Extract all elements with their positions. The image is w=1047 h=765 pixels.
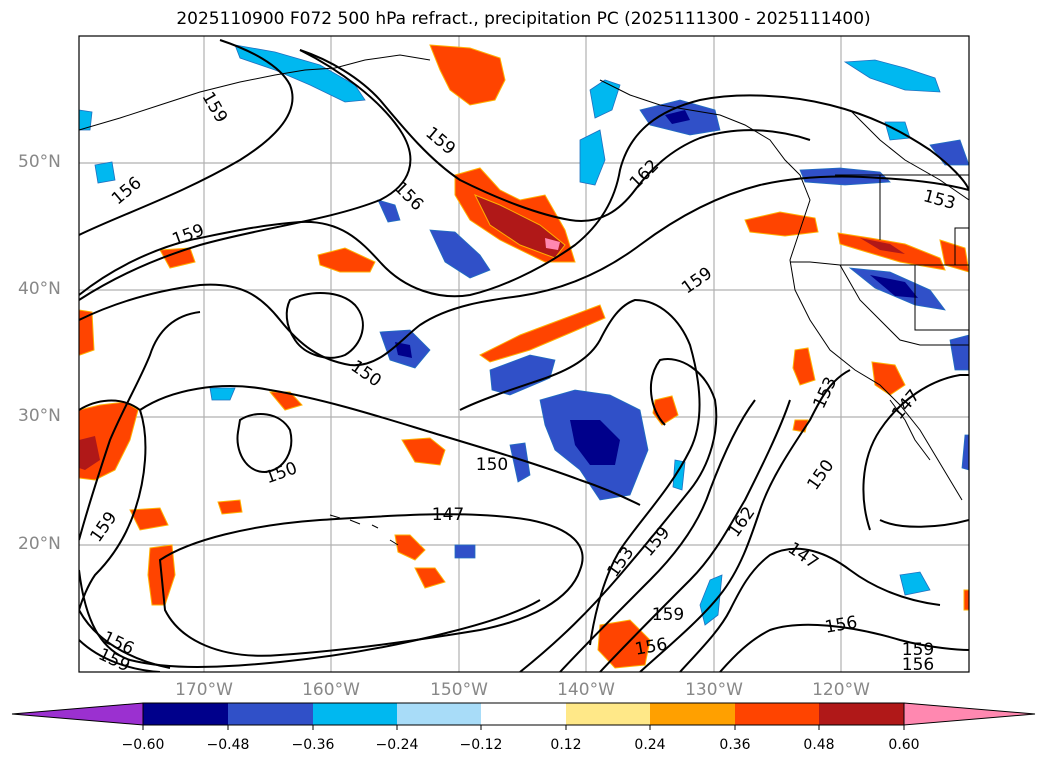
precip-negative-patches — [79, 44, 969, 626]
colorbar-extend-min — [11, 702, 144, 726]
colorbar-tick-label: 0.60 — [888, 737, 920, 753]
colorbar-tick-label: −0.48 — [206, 737, 250, 753]
colorbar-swatch — [566, 703, 650, 725]
gridlines — [79, 36, 969, 672]
colorbar-swatch — [819, 703, 904, 725]
contour-label: 156 — [902, 655, 934, 675]
colorbar-tick-label: −0.60 — [121, 737, 165, 753]
lat-label: 50°N — [18, 152, 61, 172]
plot-frame — [78, 35, 970, 673]
refractivity-contours — [79, 39, 969, 672]
map-title: 2025110900 F072 500 hPa refract., precip… — [176, 9, 871, 29]
lat-label: 30°N — [18, 406, 61, 426]
colorbar-swatch — [650, 703, 735, 725]
colorbar-tick-label: 0.12 — [550, 737, 582, 753]
colorbar-tick-label: 0.48 — [803, 737, 835, 753]
colorbar-swatch — [313, 703, 397, 725]
colorbar-tick-label: −0.12 — [459, 737, 503, 753]
lon-label: 120°W — [812, 680, 870, 700]
contour-label: 159 — [902, 640, 934, 660]
colorbar-tick-label: 0.24 — [634, 737, 666, 753]
colorbar-swatch — [143, 703, 228, 725]
lon-label: 140°W — [557, 680, 615, 700]
lon-label: 160°W — [302, 680, 360, 700]
lat-label: 20°N — [18, 534, 61, 554]
colorbar-tick-label: −0.36 — [291, 737, 335, 753]
lon-label: 150°W — [430, 680, 488, 700]
colorbar-swatch — [397, 703, 481, 725]
lon-label: 130°W — [685, 680, 743, 700]
colorbar-swatch — [228, 703, 313, 725]
colorbar — [11, 702, 1036, 730]
colorbar-tick-label: 0.36 — [719, 737, 751, 753]
colorbar-tick-label: −0.24 — [375, 737, 419, 753]
colorbar-swatch — [735, 703, 819, 725]
contour-label: 147 — [432, 505, 464, 525]
lat-label: 40°N — [18, 279, 61, 299]
lon-label: 170°W — [175, 680, 233, 700]
contour-label: 150 — [476, 455, 508, 475]
colorbar-swatch — [481, 703, 566, 725]
contour-label: 159 — [652, 605, 684, 625]
colorbar-extend-max — [903, 702, 1036, 726]
